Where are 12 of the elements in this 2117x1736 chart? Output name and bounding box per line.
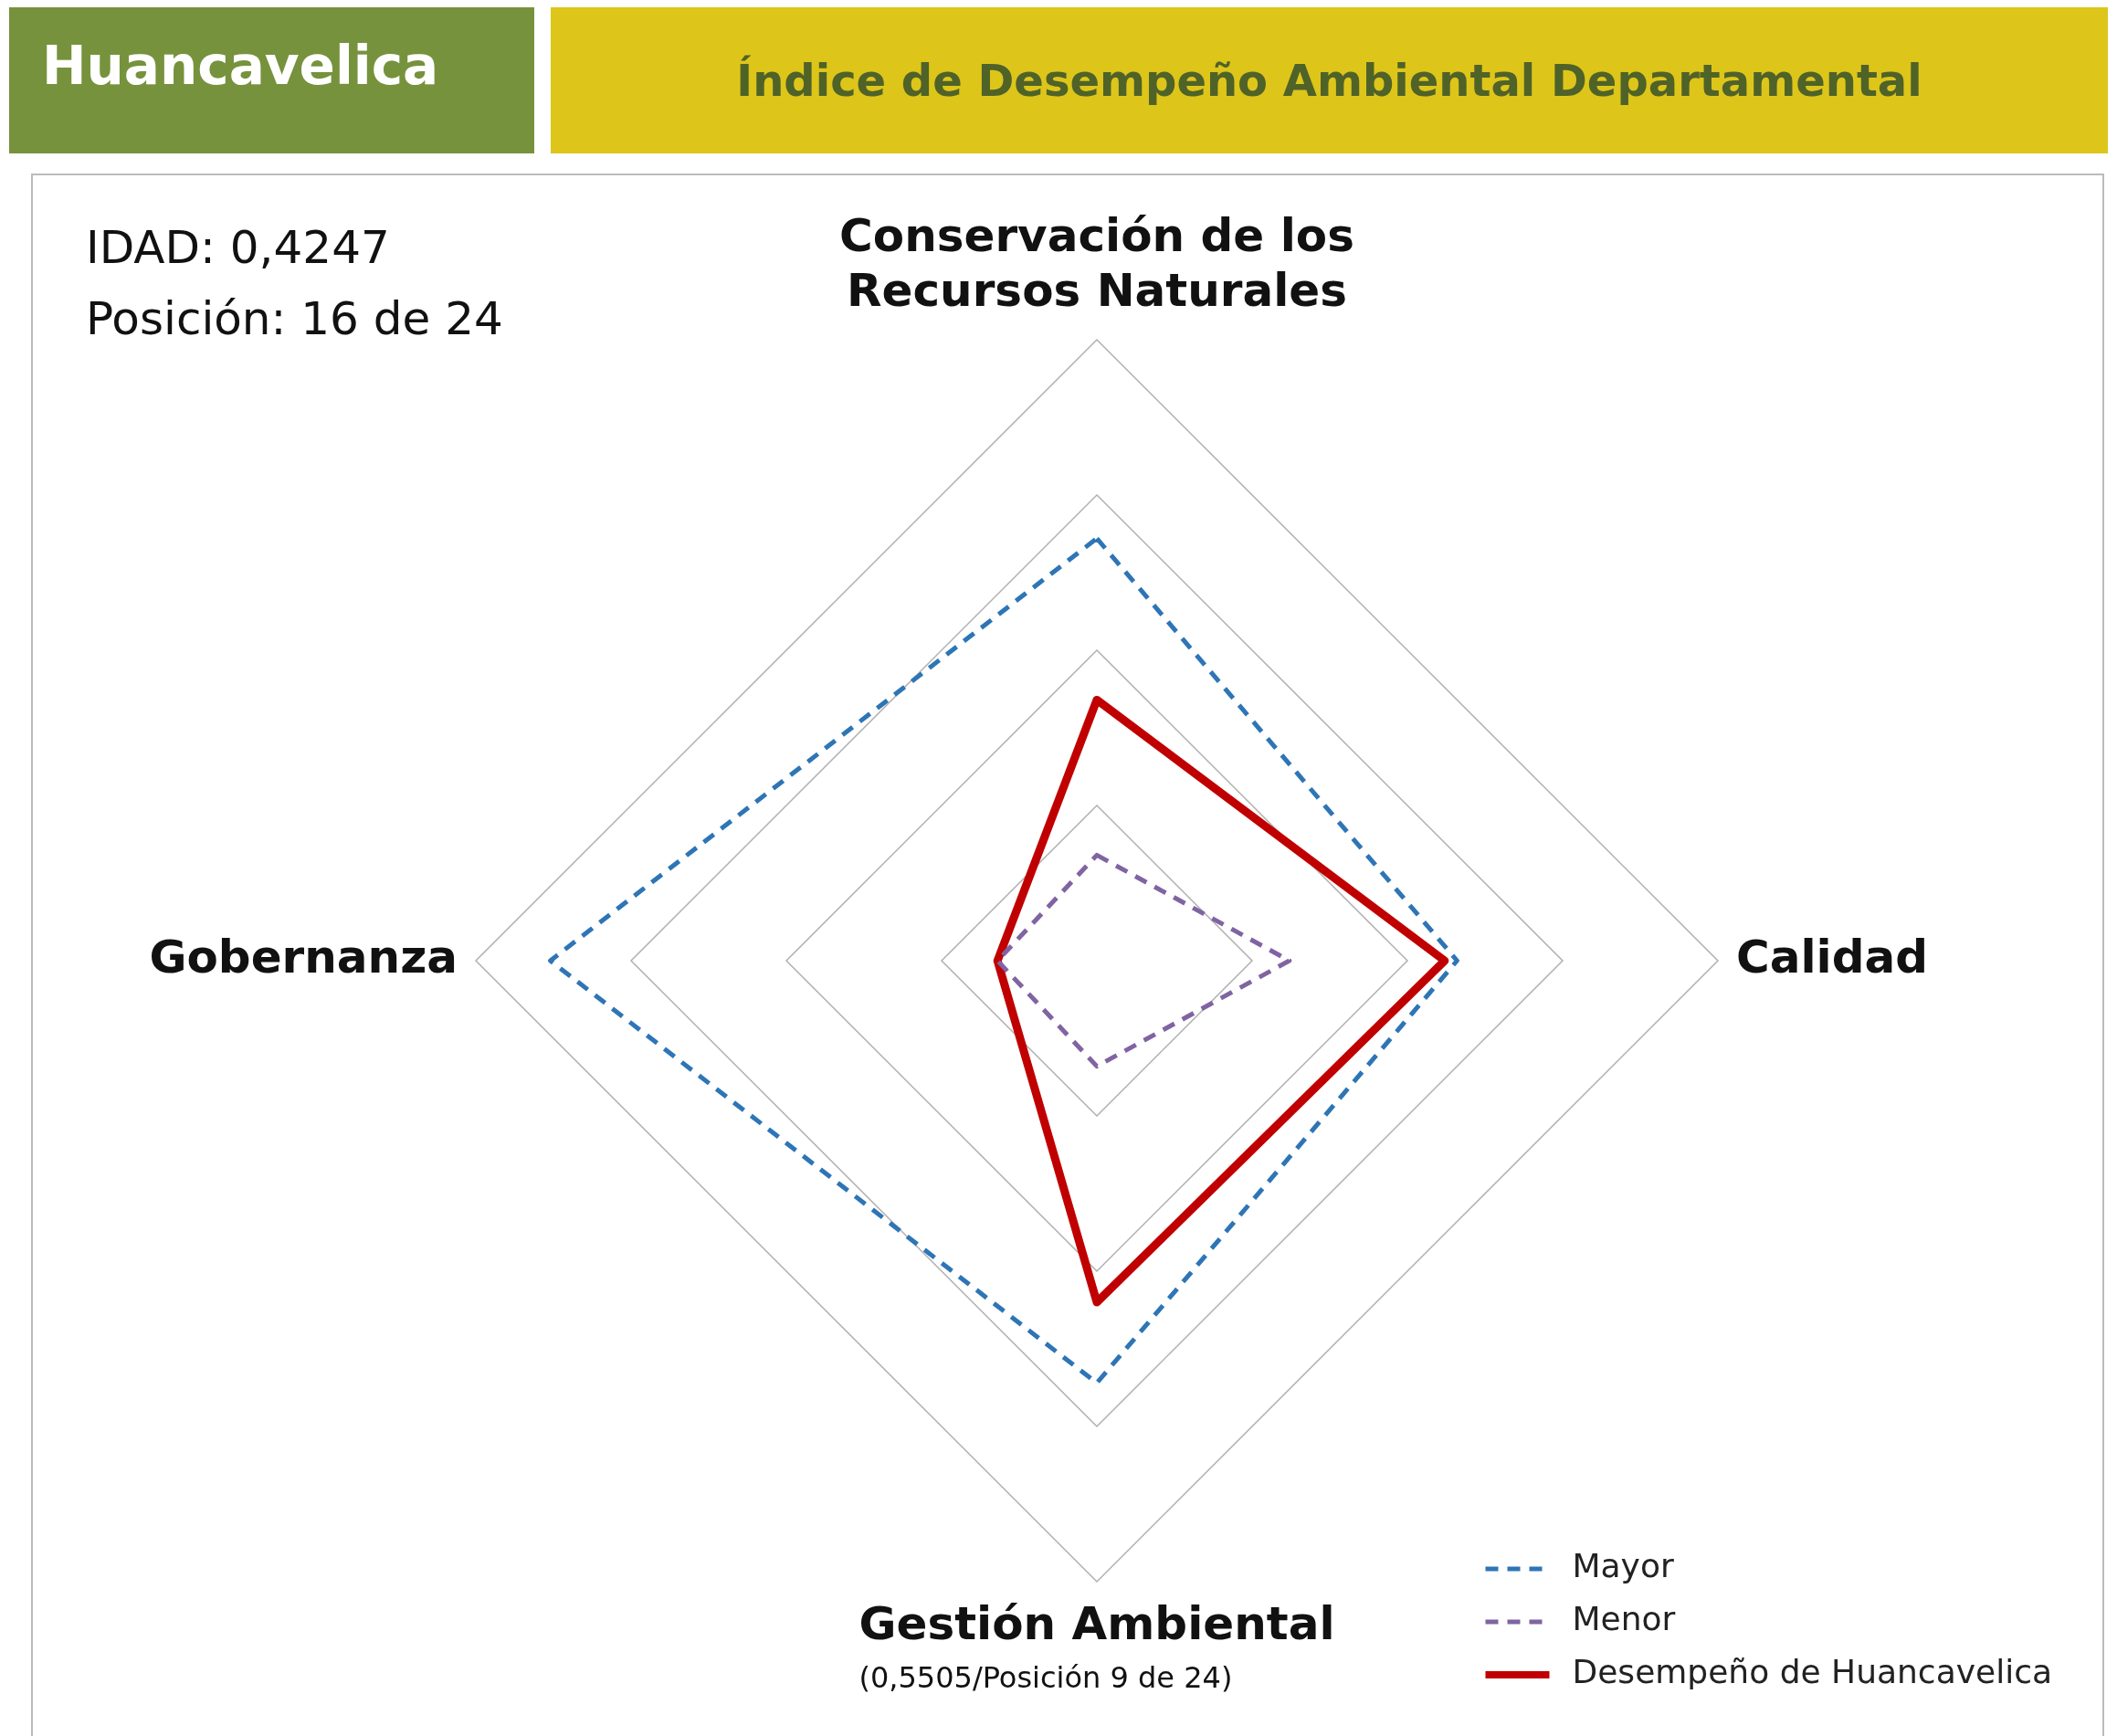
legend-label: Mayor xyxy=(1572,1547,1674,1585)
legend-label: Menor xyxy=(1572,1600,1676,1638)
text: Posición: 16 de 24 xyxy=(86,292,503,345)
text: (0,5505/Posición 9 de 24) xyxy=(858,1660,1233,1695)
spoke-label: Conservación de los Recursos Naturales xyxy=(839,208,1354,317)
spoke-label: Gestión Ambiental xyxy=(858,1596,1335,1650)
spoke-label: Calidad xyxy=(1736,930,1929,984)
spoke-label: Gobernanza xyxy=(149,930,458,984)
chart-title: Índice de Desempeño Ambiental Departamental xyxy=(551,7,2108,153)
text: IDAD: 0,4247 xyxy=(86,221,390,274)
chart-subtitle: Huancavelica xyxy=(9,7,534,153)
legend-label: Desempeño de Huancavelica xyxy=(1572,1653,2052,1691)
